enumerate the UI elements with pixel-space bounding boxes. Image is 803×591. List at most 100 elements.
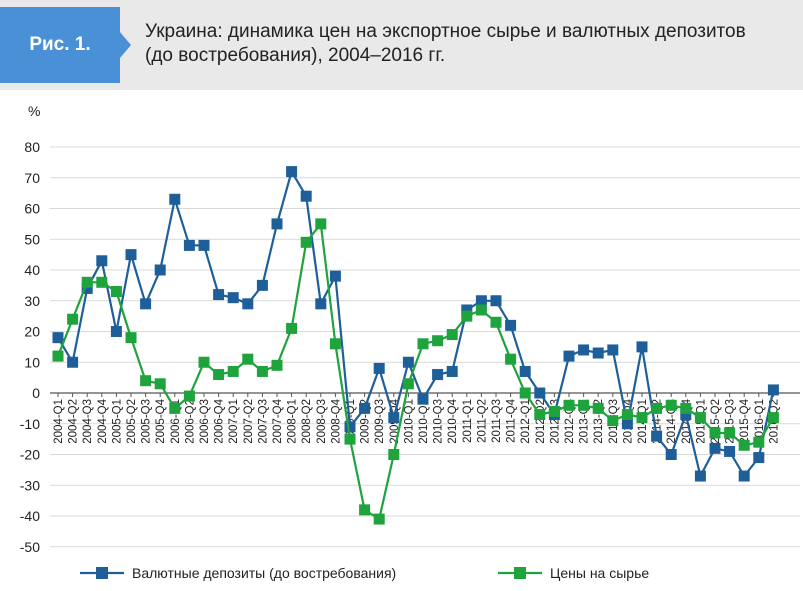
series-2-point (81, 276, 93, 288)
series-1-point (183, 239, 195, 251)
x-tick-label: 2011-Q3 (491, 399, 503, 443)
x-tick-label: 2012-Q2 (535, 399, 547, 444)
series-1-point (198, 239, 210, 251)
x-tick-label: 2004-Q4 (97, 398, 109, 443)
x-tick-label: 2004-Q1 (53, 399, 65, 444)
x-tick-label: 2012-Q3 (549, 399, 561, 444)
series-1-point (534, 387, 546, 399)
legend-label-2: Цены на сырье (550, 565, 649, 581)
series-2-point (271, 359, 283, 371)
series-1-point (154, 264, 166, 276)
series-1-point (446, 365, 458, 377)
y-axis-label: % (28, 103, 40, 119)
series-2-point (461, 310, 473, 322)
series-2-point (709, 427, 721, 439)
series-2-point (432, 335, 444, 347)
legend-marker-2 (514, 567, 526, 579)
series-1-point (256, 279, 268, 291)
series-2-point (505, 353, 517, 365)
x-tick-label: 2006-Q2 (184, 399, 196, 444)
series-1-point (315, 298, 327, 310)
series-1-point (607, 344, 619, 356)
series-2-point (227, 365, 239, 377)
series-2-point (96, 276, 108, 288)
x-tick-label: 2010-Q2 (418, 399, 430, 444)
y-tick-label: 70 (24, 170, 40, 186)
x-tick-label: 2007-Q2 (243, 399, 255, 444)
legend-marker-1 (96, 567, 108, 579)
series-1-point (665, 449, 677, 460)
x-tick-label: 2007-Q1 (228, 399, 240, 444)
x-tick-label: 2006-Q3 (199, 399, 211, 444)
series-1-point (81, 282, 93, 294)
series-2-point (738, 439, 750, 451)
x-tick-label: 2007-Q3 (257, 399, 269, 444)
series-2-point (417, 338, 429, 350)
x-tick-label: 2012-Q1 (520, 399, 532, 444)
x-tick-label: 2010-Q4 (447, 398, 459, 443)
series-2-point (242, 353, 254, 365)
y-tick-label: 10 (24, 354, 40, 370)
series-2-point (548, 405, 560, 417)
series-2-point (52, 350, 64, 362)
x-tick-label: 2011-Q4 (506, 398, 518, 443)
series-1-point (227, 292, 239, 304)
x-tick-label: 2010-Q3 (433, 399, 445, 444)
series-2-point (651, 402, 663, 414)
series-1-point (271, 218, 283, 230)
x-tick-label: 2008-Q4 (330, 398, 342, 443)
series-2-point (753, 436, 765, 448)
series-1-point (402, 356, 414, 368)
y-tick-label: -50 (20, 539, 40, 555)
series-1-point (169, 193, 181, 205)
x-tick-label: 2015-Q4 (739, 398, 751, 443)
series-1-point (694, 470, 706, 482)
series-1-point (286, 166, 298, 178)
series-1-point (110, 326, 122, 337)
series-2-point (329, 338, 341, 350)
series-1-point (329, 270, 341, 282)
series-1-point (519, 365, 531, 377)
series-2-point (344, 433, 356, 445)
x-tick-label: 2008-Q2 (301, 399, 313, 444)
series-1-point (300, 190, 312, 202)
x-tick-label: 2011-Q2 (476, 399, 488, 443)
series-2-point (490, 316, 502, 328)
series-2-point (402, 378, 414, 390)
series-2-point (446, 329, 458, 341)
series-2-point (373, 513, 385, 525)
x-tick-label: 2008-Q3 (316, 399, 328, 444)
y-tick-label: 40 (24, 262, 40, 278)
x-tick-label: 2004-Q3 (82, 399, 94, 444)
x-tick-label: 2008-Q1 (287, 399, 299, 444)
figure-badge-arrow (120, 32, 131, 58)
series-1-point (709, 442, 721, 454)
series-1-point (621, 418, 633, 430)
y-tick-label: -40 (20, 508, 40, 524)
series-2-point (519, 387, 531, 399)
figure-header: Рис. 1. Украина: динамика цен на экспорт… (0, 0, 803, 90)
series-2-point (198, 356, 210, 368)
series-1-point (52, 332, 64, 344)
x-tick-label: 2010-Q1 (403, 399, 415, 444)
y-tick-label: 0 (32, 385, 40, 401)
series-1-point (738, 470, 750, 482)
chart-title: Украина: динамика цен на экспортное сырь… (145, 20, 785, 68)
y-tick-label: 20 (24, 324, 40, 340)
series-1-point (242, 298, 254, 310)
series-1-point (475, 295, 487, 307)
series-2-point (169, 402, 181, 414)
series-2-point (213, 369, 225, 381)
y-tick-label: 50 (24, 231, 40, 247)
series-2-point (767, 412, 779, 424)
x-tick-label: 2016-Q1 (754, 399, 766, 444)
line-chart: % 80 70 60 50 40 30 20 10 0 -10 -20 -30 -40 -50 2004-Q1… (20, 103, 800, 581)
series-2-point (359, 504, 371, 516)
series-1-point (636, 341, 648, 353)
figure-label: Рис. 1. (29, 34, 91, 55)
series-1-point (359, 402, 371, 414)
series-line-1 (57, 170, 775, 478)
series-2-point (665, 399, 677, 411)
legend-label-1: Валютные депозиты (до востребования) (132, 565, 396, 581)
x-tick-label: 2004-Q2 (68, 399, 80, 444)
